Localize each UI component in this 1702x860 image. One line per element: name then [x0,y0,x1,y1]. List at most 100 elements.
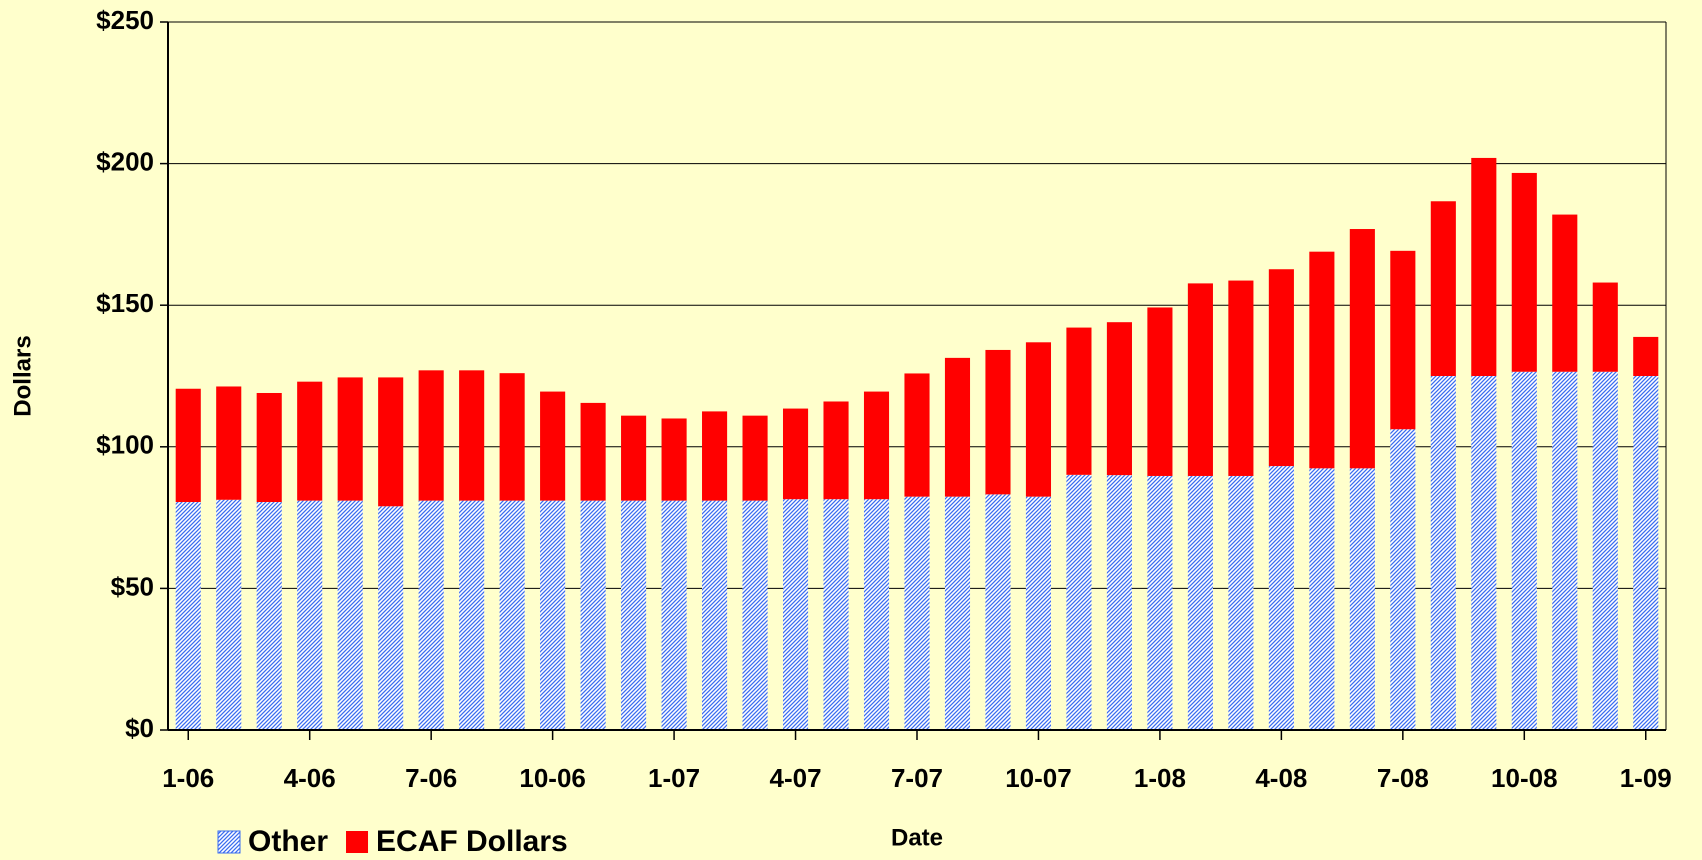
bar-segment [944,496,971,730]
bar-segment [661,500,687,730]
bar-segment [1066,327,1092,475]
y-tick-label: $150 [96,288,154,318]
bar-segment [1268,269,1294,467]
bar-segment [1066,474,1092,730]
bar-segment [580,500,606,730]
x-tick-label: 1-09 [1620,763,1672,793]
bar-segment [1592,371,1618,730]
bar-segment [216,386,242,500]
bar-segment [1592,282,1618,372]
bar-segment [256,392,282,503]
bar-segment [621,500,647,730]
x-tick-label: 10-06 [519,763,586,793]
bar-segment [742,415,768,501]
y-tick-label: $250 [96,5,154,35]
bar-segment [1552,371,1578,730]
bar-segment [661,418,687,501]
x-tick-label: 10-08 [1491,763,1558,793]
bar-segment [1633,336,1659,376]
bar-segment [944,357,971,497]
legend-label: Other [248,825,328,858]
bar-segment [175,388,201,503]
bar-segment [1349,468,1375,730]
bar-segment [904,373,930,497]
bar-segment [782,408,809,500]
bar-segment [702,411,728,501]
bar-segment [256,502,282,730]
bar-segment [1309,468,1335,730]
bar-segment [418,500,444,730]
x-tick-label: 1-08 [1134,763,1186,793]
bar-segment [378,377,404,507]
bar-segment [985,494,1011,730]
bar-segment [418,370,444,501]
bar-segment [863,499,890,730]
bar-segment [459,500,485,730]
bar-segment [1187,475,1213,730]
bar-segment [1430,376,1456,730]
bar-segment [823,499,849,730]
y-tick-label: $50 [111,571,154,601]
bar-segment [904,496,930,730]
bar-segment [1187,283,1213,476]
bar-segment [1552,214,1578,372]
x-tick-label: 7-07 [891,763,943,793]
x-tick-label: 4-07 [770,763,822,793]
x-tick-label: 7-06 [405,763,457,793]
bar-segment [378,506,404,730]
bar-segment [1025,496,1052,730]
y-tick-label: $200 [96,146,154,176]
bar-segment [580,402,606,501]
y-tick-label: $100 [96,430,154,460]
x-tick-label: 4-06 [284,763,336,793]
bar-segment [540,500,566,730]
bar-segment [1309,251,1335,469]
bar-segment [337,500,363,730]
bar-segment [1268,466,1294,730]
bar-segment [540,391,566,501]
legend-label: ECAF Dollars [376,825,568,858]
bar-segment [823,401,849,500]
x-axis-title: Date [891,824,943,851]
bar-segment [1106,475,1132,730]
bar-segment [742,500,768,730]
legend-swatch [346,831,369,853]
bar-segment [1147,307,1173,476]
bar-segment [985,349,1011,495]
bar-segment [1511,371,1537,730]
bar-segment [1471,376,1497,730]
bar-segment [1430,201,1456,376]
legend-swatch [217,830,241,854]
bar-segment [863,391,890,500]
x-tick-label: 1-07 [648,763,700,793]
bar-segment [1390,429,1416,730]
bar-segment [1511,172,1537,372]
bar-segment [1025,342,1052,497]
bar-segment [459,370,485,501]
x-tick-label: 1-06 [162,763,214,793]
bar-segment [1471,157,1497,376]
bar-segment [297,381,323,501]
bar-segment [499,500,525,730]
x-tick-label: 7-08 [1377,763,1429,793]
bar-segment [1228,475,1254,730]
bar-segment [216,499,242,730]
bar-segment [1106,322,1132,476]
bar-segment [297,500,323,730]
bar-segment [1147,475,1173,730]
bar-segment [175,502,201,730]
bar-segment [499,373,525,501]
bar-segment [1349,229,1375,469]
bar-segment [337,377,363,501]
bar-segment [1228,280,1254,476]
y-axis-title: Dollars [9,335,36,416]
bar-segment [782,499,809,730]
bar-segment [621,415,647,501]
bar-segment [1633,376,1659,730]
y-tick-label: $0 [125,713,154,743]
x-tick-label: 10-07 [1005,763,1072,793]
bar-segment [1390,250,1416,430]
bar-segment [702,500,728,730]
